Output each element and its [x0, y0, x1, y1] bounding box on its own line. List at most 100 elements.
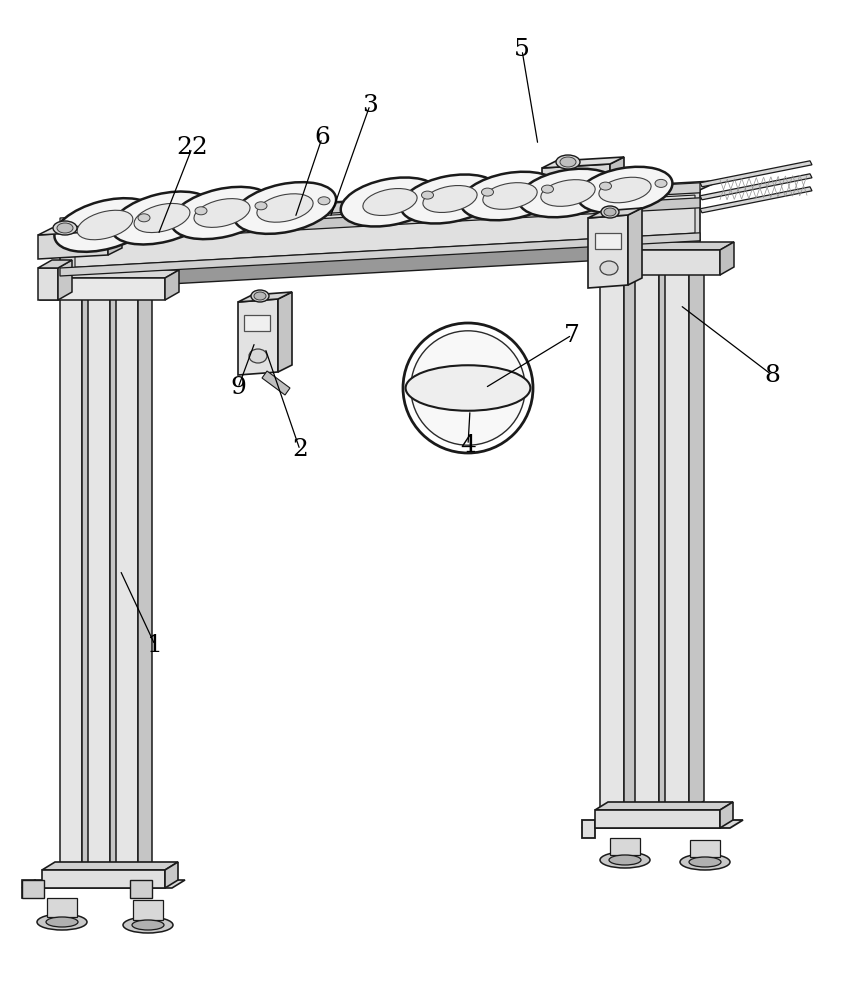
Polygon shape: [665, 246, 704, 255]
Ellipse shape: [111, 192, 212, 244]
Ellipse shape: [541, 180, 595, 206]
Polygon shape: [499, 207, 508, 219]
Polygon shape: [582, 820, 743, 828]
Ellipse shape: [57, 223, 73, 233]
Bar: [130, 880, 152, 898]
Ellipse shape: [406, 365, 531, 411]
Polygon shape: [690, 840, 720, 857]
Polygon shape: [82, 282, 96, 870]
Ellipse shape: [411, 331, 525, 445]
Polygon shape: [40, 270, 179, 278]
Polygon shape: [38, 260, 72, 268]
Text: 7: 7: [564, 324, 580, 347]
Polygon shape: [165, 270, 179, 300]
Polygon shape: [253, 220, 263, 232]
Text: 6: 6: [314, 126, 330, 149]
Ellipse shape: [251, 290, 269, 302]
Polygon shape: [42, 870, 165, 888]
Polygon shape: [116, 290, 138, 870]
Polygon shape: [345, 215, 355, 227]
Polygon shape: [192, 224, 201, 236]
Polygon shape: [314, 217, 324, 229]
Ellipse shape: [403, 323, 533, 453]
Polygon shape: [595, 242, 734, 250]
Polygon shape: [238, 292, 292, 302]
Polygon shape: [222, 222, 232, 234]
Ellipse shape: [542, 185, 554, 193]
Polygon shape: [165, 862, 178, 888]
Ellipse shape: [556, 155, 580, 169]
Polygon shape: [635, 255, 659, 810]
Polygon shape: [407, 212, 416, 224]
Polygon shape: [161, 225, 171, 237]
Ellipse shape: [254, 292, 266, 300]
Ellipse shape: [599, 177, 651, 203]
Polygon shape: [238, 299, 278, 375]
Ellipse shape: [123, 917, 173, 933]
Polygon shape: [665, 255, 689, 810]
Polygon shape: [110, 282, 124, 870]
Polygon shape: [262, 371, 290, 395]
Text: 9: 9: [230, 376, 246, 399]
Ellipse shape: [604, 208, 616, 216]
Polygon shape: [595, 802, 733, 810]
Polygon shape: [595, 250, 720, 275]
Polygon shape: [284, 219, 293, 231]
Polygon shape: [560, 204, 570, 216]
Ellipse shape: [255, 202, 267, 210]
Text: 8: 8: [764, 363, 780, 386]
Ellipse shape: [132, 920, 164, 930]
Bar: [244, 315, 270, 331]
Polygon shape: [108, 224, 122, 255]
Polygon shape: [278, 292, 292, 372]
Bar: [595, 233, 621, 249]
Ellipse shape: [195, 207, 207, 215]
Polygon shape: [529, 205, 539, 217]
Polygon shape: [130, 227, 140, 239]
Ellipse shape: [37, 914, 87, 930]
Ellipse shape: [194, 199, 250, 227]
Polygon shape: [133, 900, 163, 920]
Polygon shape: [38, 268, 58, 300]
Bar: [22, 880, 44, 898]
Ellipse shape: [318, 197, 330, 205]
Polygon shape: [47, 898, 77, 917]
Text: 4: 4: [460, 434, 476, 456]
Polygon shape: [720, 242, 734, 275]
Polygon shape: [60, 282, 96, 290]
Ellipse shape: [54, 198, 156, 252]
Polygon shape: [700, 187, 812, 213]
Ellipse shape: [257, 194, 313, 222]
Polygon shape: [138, 282, 152, 870]
Text: 3: 3: [362, 94, 378, 116]
Polygon shape: [22, 880, 185, 888]
Polygon shape: [60, 181, 720, 225]
Polygon shape: [40, 278, 165, 300]
Polygon shape: [38, 224, 122, 235]
Polygon shape: [700, 174, 812, 200]
Polygon shape: [60, 240, 700, 290]
Polygon shape: [628, 208, 642, 285]
Polygon shape: [600, 255, 624, 810]
Ellipse shape: [689, 857, 721, 867]
Polygon shape: [588, 215, 628, 288]
Polygon shape: [38, 231, 108, 259]
Polygon shape: [610, 157, 624, 186]
Text: 1: 1: [147, 634, 163, 656]
Ellipse shape: [599, 182, 611, 190]
Ellipse shape: [134, 203, 190, 233]
Polygon shape: [60, 198, 700, 243]
Polygon shape: [624, 246, 639, 810]
Polygon shape: [42, 862, 178, 870]
Ellipse shape: [519, 169, 617, 217]
Polygon shape: [582, 820, 595, 838]
Polygon shape: [689, 246, 704, 810]
Ellipse shape: [655, 179, 667, 187]
Ellipse shape: [53, 221, 77, 235]
Text: 2: 2: [292, 438, 308, 462]
Polygon shape: [468, 209, 478, 221]
Polygon shape: [542, 157, 624, 168]
Text: 22: 22: [176, 136, 208, 159]
Ellipse shape: [423, 186, 477, 212]
Ellipse shape: [482, 188, 494, 196]
